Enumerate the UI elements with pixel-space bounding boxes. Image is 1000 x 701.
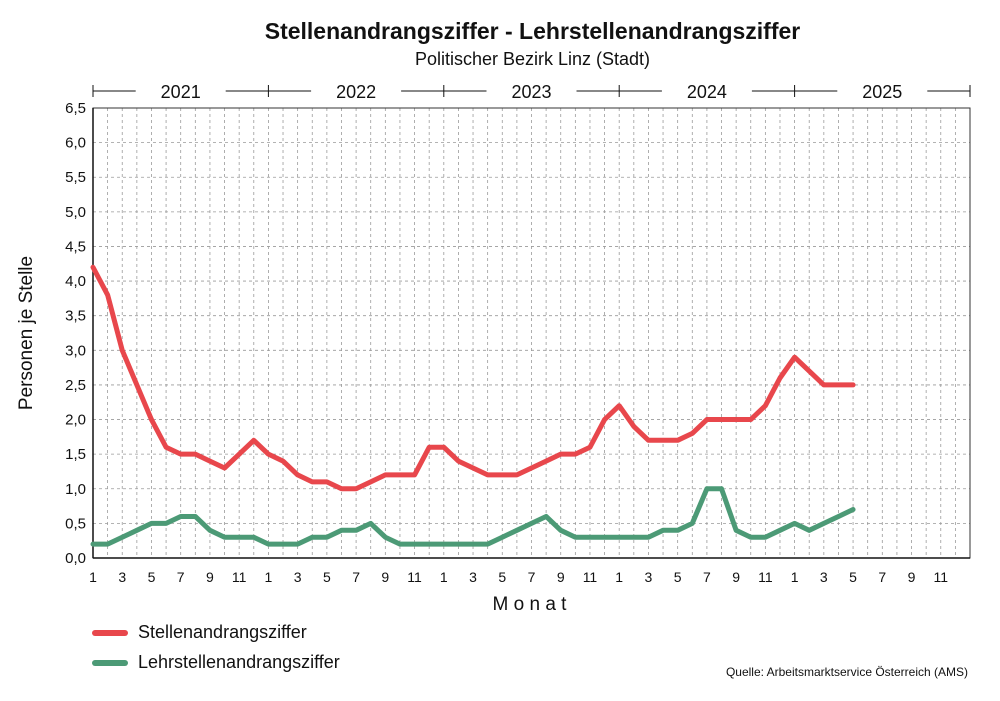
- x-tick-label: 1: [265, 569, 273, 585]
- x-tick-label: 11: [232, 569, 247, 585]
- y-tick-label: 1,5: [65, 446, 86, 463]
- x-tick-label: 11: [407, 569, 422, 585]
- year-label: 2024: [687, 82, 727, 102]
- x-tick-label: 3: [820, 569, 828, 585]
- x-tick-label: 11: [758, 569, 773, 585]
- y-tick-label: 0,0: [65, 550, 86, 567]
- y-tick-label: 3,5: [65, 308, 86, 325]
- legend-swatch-green: [92, 659, 128, 666]
- x-tick-label: 9: [908, 569, 916, 585]
- y-axis-label: Personen je Stelle: [16, 256, 37, 410]
- legend-swatch-red: [92, 629, 128, 636]
- x-tick-label: 5: [498, 569, 506, 585]
- year-label: 2023: [511, 82, 551, 102]
- legend-item-lehrstellenandrangsziffer: Lehrstellenandrangsziffer: [92, 652, 340, 673]
- x-tick-label: 7: [703, 569, 711, 585]
- x-tick-label: 3: [469, 569, 477, 585]
- x-tick-label: 7: [878, 569, 886, 585]
- year-label: 2022: [336, 82, 376, 102]
- x-tick-label: 9: [381, 569, 389, 585]
- x-tick-label: 7: [352, 569, 360, 585]
- x-tick-label: 7: [177, 569, 185, 585]
- y-tick-label: 2,5: [65, 377, 86, 394]
- legend-label: Lehrstellenandrangsziffer: [138, 652, 340, 672]
- x-tick-label: 1: [791, 569, 799, 585]
- y-tick-label: 6,5: [65, 100, 86, 117]
- x-tick-label: 3: [645, 569, 653, 585]
- x-tick-label: 11: [933, 569, 948, 585]
- x-tick-label: 3: [118, 569, 126, 585]
- y-tick-label: 4,5: [65, 238, 86, 255]
- chart-subtitle: Politischer Bezirk Linz (Stadt): [414, 49, 651, 69]
- x-tick-label: 3: [294, 569, 302, 585]
- chart-title: Stellenandrangsziffer - Lehrstellenandra…: [264, 18, 801, 44]
- x-tick-label: 5: [148, 569, 156, 585]
- x-tick-label: 11: [583, 569, 598, 585]
- x-axis-label: M o n a t: [493, 594, 568, 615]
- series-line-lehrstellenandrangsziffer: [90, 486, 856, 547]
- x-tick-label: 1: [89, 569, 97, 585]
- y-tick-label: 6,0: [65, 135, 86, 152]
- y-tick-label: 5,0: [65, 204, 86, 221]
- y-tick-label: 3,0: [65, 342, 86, 359]
- legend-item-stellenandrangsziffer: Stellenandrangsziffer: [92, 622, 307, 643]
- x-tick-label: 1: [615, 569, 623, 585]
- y-tick-label: 4,0: [65, 273, 86, 290]
- legend-label: Stellenandrangsziffer: [138, 622, 307, 642]
- x-tick-label: 7: [528, 569, 536, 585]
- y-tick-label: 1,0: [65, 481, 86, 498]
- x-tick-label: 1: [440, 569, 448, 585]
- x-tick-label: 9: [557, 569, 565, 585]
- x-tick-label: 9: [732, 569, 740, 585]
- x-tick-label: 5: [849, 569, 857, 585]
- source-note: Quelle: Arbeitsmarktservice Österreich (…: [725, 665, 968, 679]
- series-line-stellenandrangsziffer: [90, 264, 856, 492]
- y-tick-label: 5,5: [65, 169, 86, 186]
- y-tick-label: 0,5: [65, 515, 86, 532]
- x-tick-label: 5: [674, 569, 682, 585]
- year-label: 2021: [161, 82, 201, 102]
- x-tick-label: 9: [206, 569, 214, 585]
- year-label: 2025: [862, 82, 902, 102]
- x-tick-label: 5: [323, 569, 331, 585]
- y-tick-label: 2,0: [65, 412, 86, 429]
